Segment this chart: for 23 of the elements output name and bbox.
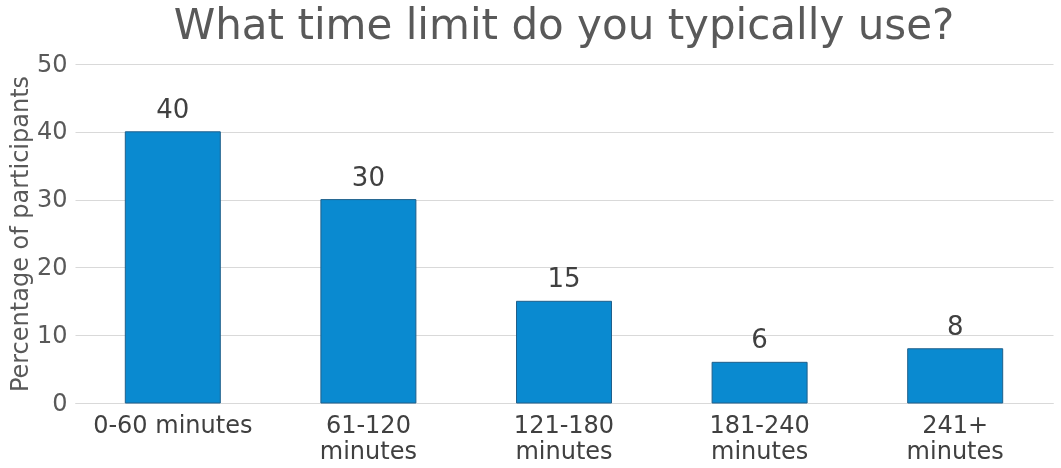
y-axis-title: Percentage of participants (5, 75, 34, 393)
bar (711, 361, 808, 404)
x-tick-label: 241+ minutes (906, 410, 1004, 465)
y-tick-label: 30 (36, 185, 68, 214)
data-label: 40 (156, 93, 190, 124)
chart-title: What time limit do you typically use? (173, 0, 955, 49)
x-tick-label: 0-60 minutes (93, 410, 253, 439)
data-label: 15 (547, 263, 581, 294)
bar (124, 131, 221, 404)
x-tick-label: 61-120 minutes (319, 410, 417, 465)
data-label: 8 (946, 310, 964, 341)
data-label: 30 (351, 161, 385, 192)
y-tick-label: 50 (36, 49, 68, 78)
x-tick-label: 121-180 minutes (513, 410, 615, 465)
y-tick-label: 0 (52, 388, 68, 417)
x-tick-label: 181-240 minutes (709, 410, 810, 465)
bar (320, 199, 417, 404)
bar (516, 300, 612, 404)
y-tick-label: 10 (36, 320, 68, 349)
bar (907, 348, 1004, 404)
y-tick-label: 40 (36, 117, 68, 146)
y-tick-label: 20 (36, 252, 68, 281)
data-label: 6 (751, 324, 768, 355)
